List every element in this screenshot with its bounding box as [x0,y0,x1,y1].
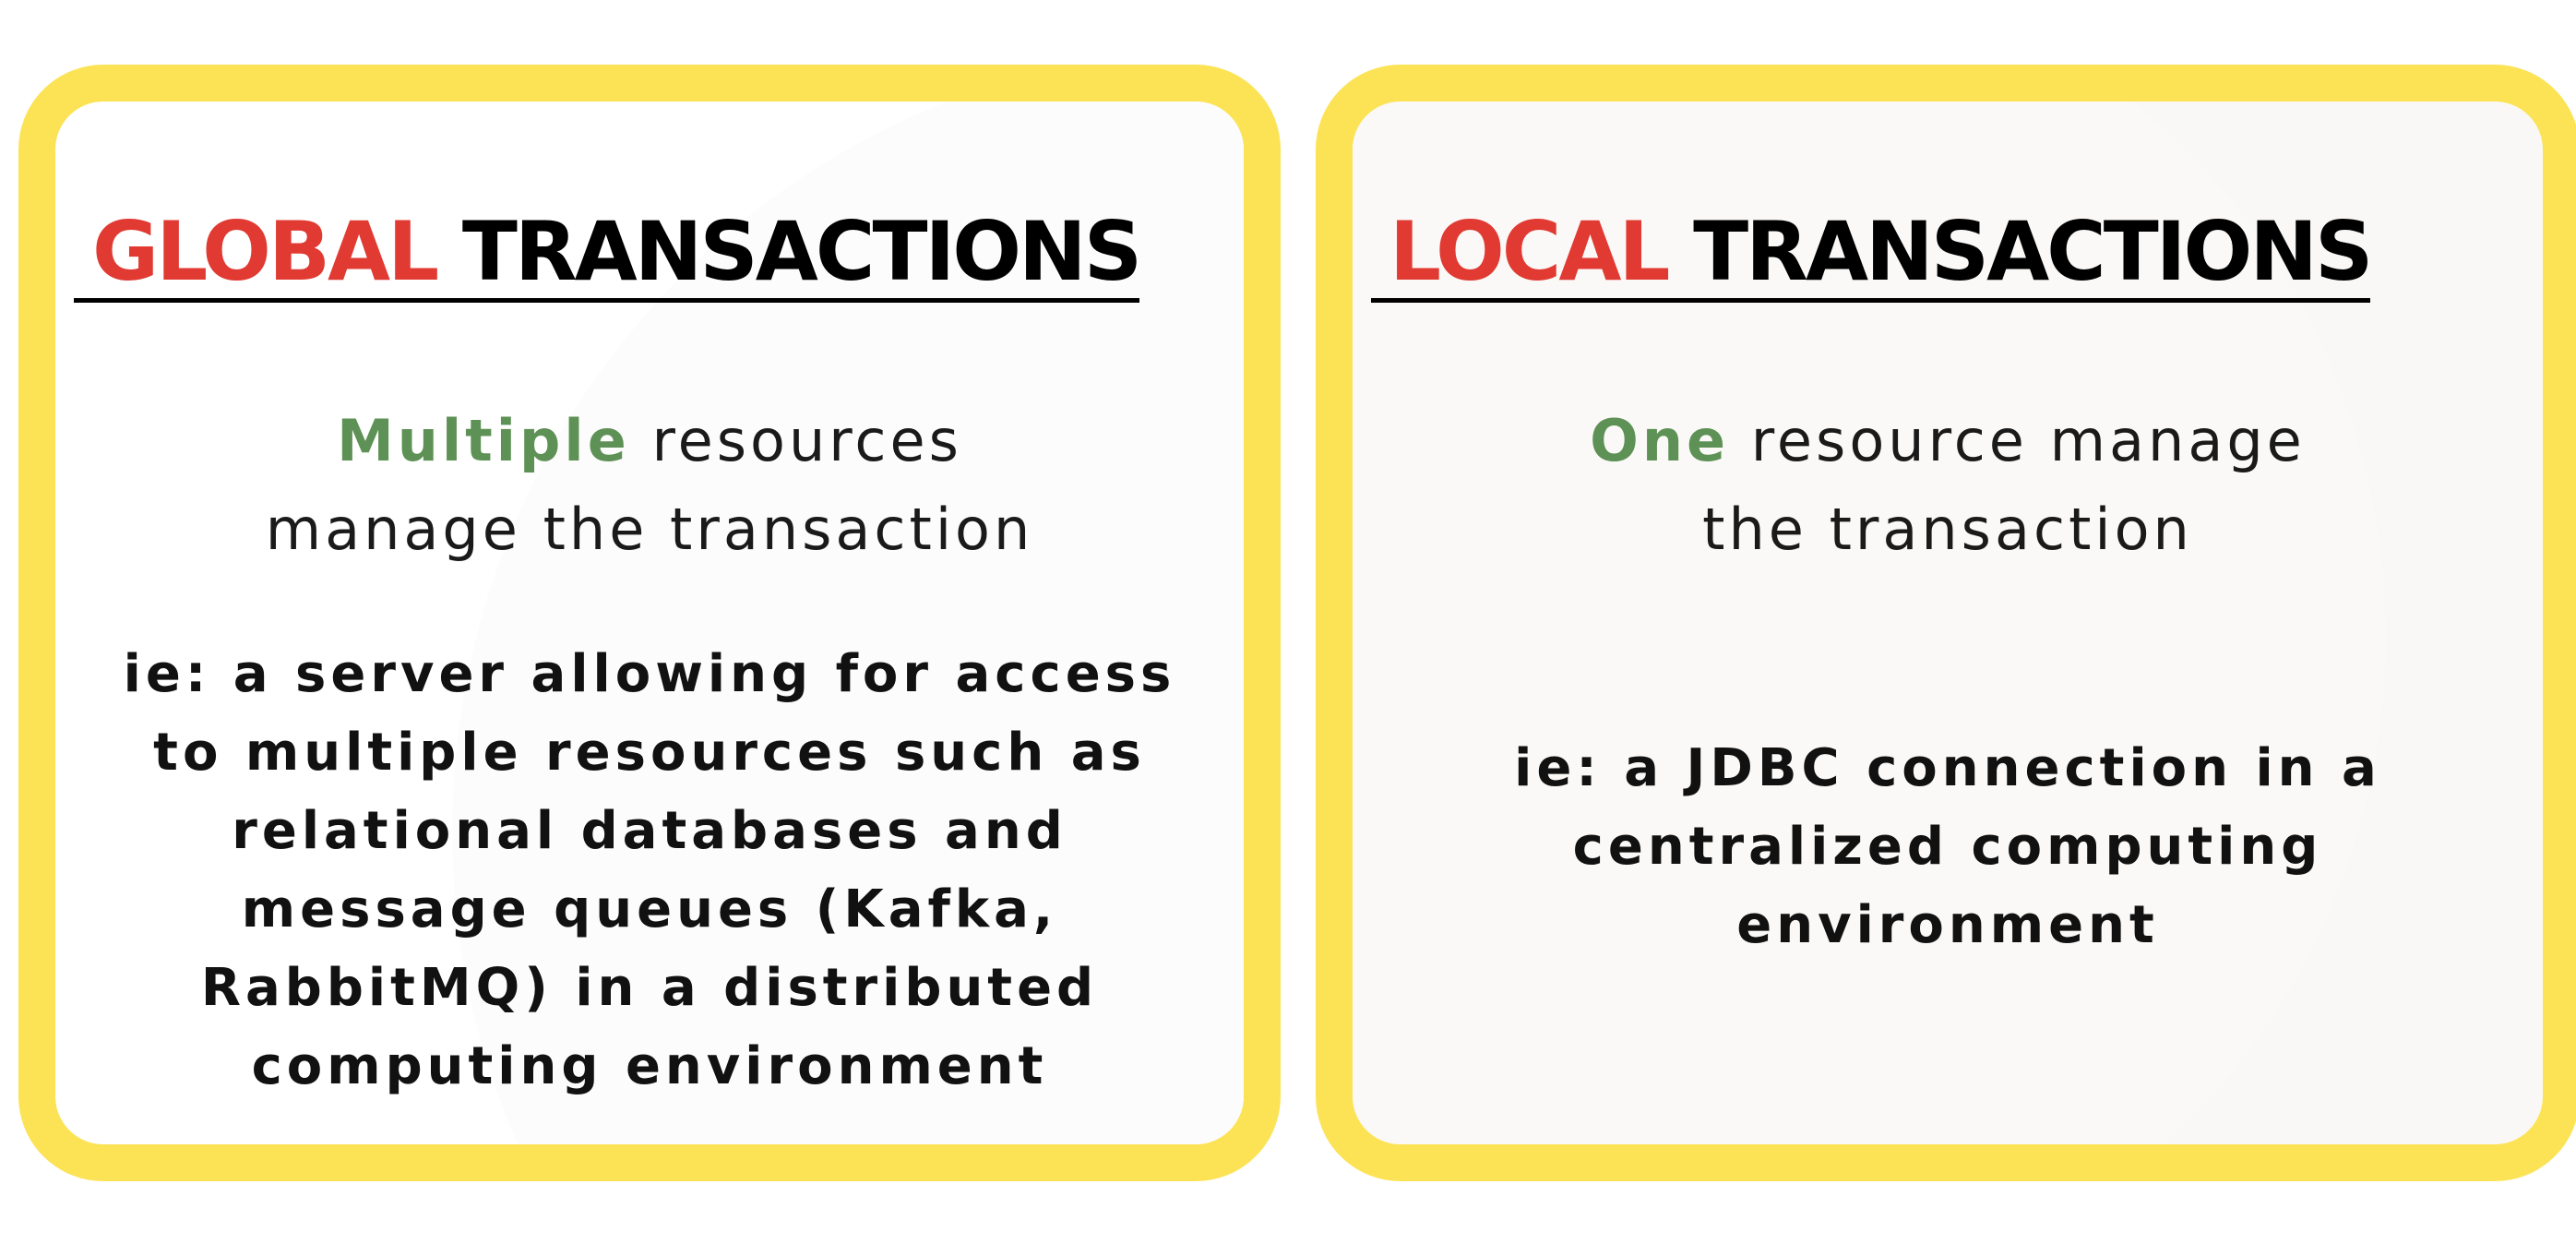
global-heading: GLOBAL TRANSACTIONS [74,204,1142,304]
global-example-line: to multiple resources such as [153,723,1146,783]
global-example-line: computing environment [251,1036,1048,1096]
global-example-line: relational databases and [232,801,1067,861]
global-heading-accent: GLOBAL [92,204,439,299]
global-desc-line1-rest: resources [629,407,962,474]
global-desc-line-1: Multiple resources [55,397,1244,485]
global-transactions-card: GLOBAL TRANSACTIONS Multiple resources m… [18,65,1281,1181]
local-example-line: environment [1736,895,2159,955]
global-description: Multiple resources manage the transactio… [55,397,1244,574]
local-heading: LOCAL TRANSACTIONS [1371,204,2373,304]
global-heading-rest: TRANSACTIONS [436,204,1142,299]
local-desc-highlight: One [1590,407,1730,474]
local-example-line: centralized computing [1572,817,2323,877]
global-example-line: ie: a server allowing for access [123,644,1176,704]
global-desc-line-2: manage the transaction [265,496,1034,563]
local-example-line: ie: a JDBC connection in a [1514,738,2381,798]
local-heading-rest: TRANSACTIONS [1667,204,2373,299]
local-desc-line1-rest: resource manage [1729,407,2306,474]
global-example-line: RabbitMQ) in a distributed [200,958,1099,1018]
global-example: ie: a server allowing for access to mult… [55,635,1244,1106]
local-desc-line-1: One resource manage [1353,397,2543,485]
local-heading-accent: LOCAL [1389,204,1671,299]
global-desc-highlight: Multiple [337,407,630,474]
global-example-line: message queues (Kafka, [241,879,1058,939]
local-desc-line-2: the transaction [1702,496,2193,563]
local-example: ie: a JDBC connection in a centralized c… [1353,729,2543,964]
local-transactions-card: LOCAL TRANSACTIONS One resource manage t… [1316,65,2576,1181]
local-description: One resource manage the transaction [1353,397,2543,574]
